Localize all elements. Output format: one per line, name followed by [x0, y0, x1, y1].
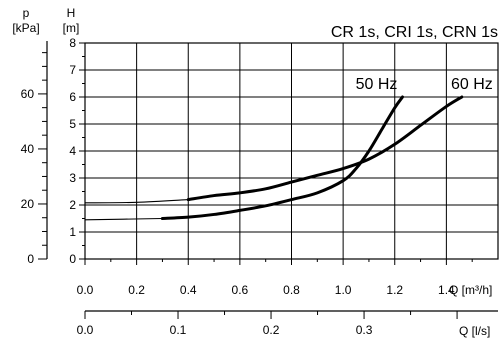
head-axis-tick-label: 5	[69, 117, 76, 131]
axis-layer	[38, 41, 499, 319]
flow-ls-axis-label: Q [l/s]	[459, 324, 490, 338]
flow-m3h-axis-tick-label: 0.0	[77, 283, 94, 297]
head-axis-symbol: H	[67, 6, 76, 20]
flow-ls-axis-tick-label: 0.3	[356, 323, 373, 337]
head-axis-tick-label: 6	[69, 90, 76, 104]
chart-title: CR 1s, CRI 1s, CRN 1s	[331, 24, 498, 41]
pressure-axis-tick-label: 0	[27, 252, 34, 266]
series-50-hz-curve-extension	[84, 217, 163, 221]
text-layer: CR 1s, CRI 1s, CRN 1s p [kPa] H [m] Q [m…	[12, 6, 498, 338]
flow-m3h-axis-tick-label: 0.8	[283, 283, 300, 297]
flow-ls-axis-tick-label: 0.1	[170, 323, 187, 337]
flow-m3h-axis-tick-label: 1.0	[335, 283, 352, 297]
series-50-hz-curve	[160, 95, 404, 220]
series-60-hz-curve	[186, 95, 464, 202]
grid-layer	[84, 42, 499, 260]
flow-m3h-axis-tick-label: 0.2	[128, 283, 145, 297]
head-axis-tick-label: 1	[69, 225, 76, 239]
flow-ls-axis-tick-label: 0.0	[77, 323, 94, 337]
head-axis-tick-label: 3	[69, 171, 76, 185]
pressure-axis-tick-label: 20	[21, 197, 35, 211]
flow-m3h-axis-label: Q [m³/h]	[449, 283, 492, 297]
head-axis-tick-label: 0	[69, 252, 76, 266]
series-50-hz-label: 50 Hz	[356, 76, 398, 93]
head-axis-tick-label: 8	[69, 36, 76, 50]
flow-ls-axis-tick-label: 0.2	[263, 323, 280, 337]
head-axis-tick-label: 7	[69, 63, 76, 77]
series-60-hz-label: 60 Hz	[451, 76, 493, 93]
pressure-axis-unit: [kPa]	[12, 21, 39, 35]
head-axis-tick-label: 2	[69, 198, 76, 212]
series-60-hz-curve-extension	[84, 199, 189, 204]
plot-frame	[84, 42, 499, 260]
pressure-axis-tick-label: 40	[21, 142, 35, 156]
head-axis-unit: [m]	[63, 21, 80, 35]
head-axis-tick-label: 4	[69, 144, 76, 158]
flow-m3h-axis-tick-label: 0.4	[180, 283, 197, 297]
flow-m3h-axis-tick-label: 1.2	[386, 283, 403, 297]
flow-m3h-axis-tick-label: 0.6	[232, 283, 249, 297]
series-layer	[84, 95, 464, 221]
pressure-axis-symbol: p	[23, 6, 30, 20]
pressure-axis-tick-label: 60	[21, 87, 35, 101]
flow-m3h-axis-tick-label: 1.4	[438, 283, 455, 297]
